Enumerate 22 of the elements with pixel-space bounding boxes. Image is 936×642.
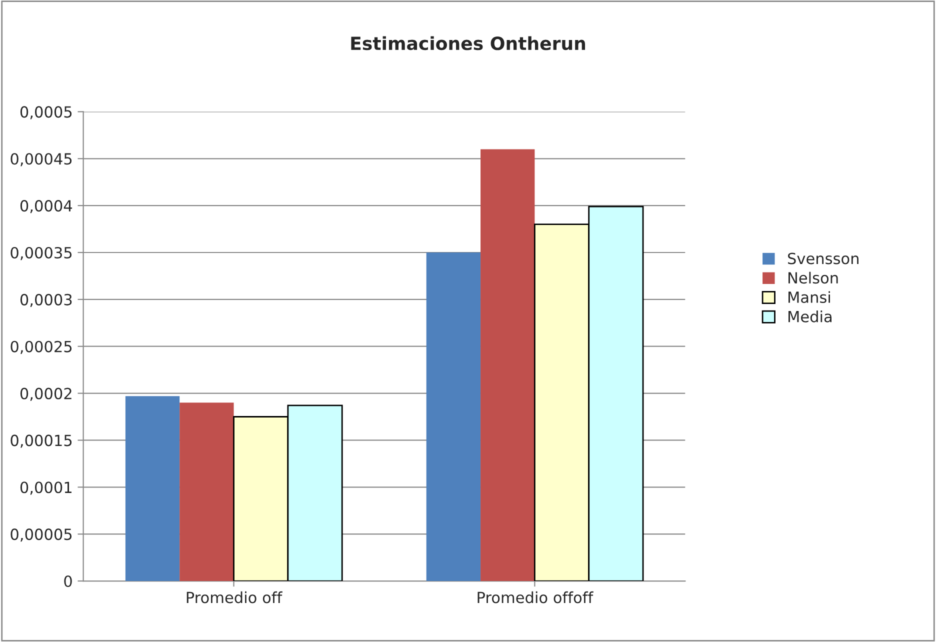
bar	[180, 402, 234, 582]
y-tick-label: 0,0001	[20, 482, 72, 495]
x-tick-label: Promedio off	[186, 591, 282, 604]
y-tick-label: 0	[64, 575, 72, 588]
legend-label: Mansi	[788, 291, 830, 304]
y-tick-label: 0,0004	[20, 200, 72, 214]
legend-label: Nelson	[788, 272, 838, 284]
y-tick-label: 0,00025	[10, 340, 72, 354]
y-tick-label: 0,0005	[20, 106, 72, 120]
y-tick-label: 0,0003	[20, 294, 72, 308]
legend-label: Svensson	[788, 252, 858, 264]
y-tick-label: 0,0002	[20, 388, 72, 401]
chart-title: Estimaciones Ontherun	[351, 36, 586, 50]
bar	[125, 396, 180, 582]
y-tick-label: 0,00045	[10, 153, 72, 166]
y-tick-label: 0,00015	[10, 434, 72, 448]
bar	[480, 149, 535, 582]
y-tick-label: 0,00005	[10, 528, 72, 542]
bar	[426, 252, 481, 582]
x-tick-label: Promedio offoff	[478, 591, 594, 604]
legend-label: Media	[788, 310, 832, 322]
y-tick-label: 0,00035	[10, 246, 72, 260]
